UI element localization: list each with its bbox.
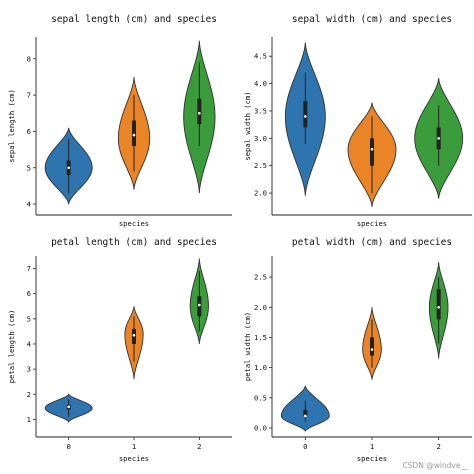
y-tick-label: 6 <box>27 127 31 136</box>
x-tick-label: 2 <box>437 442 441 451</box>
violin-median-point <box>304 414 307 418</box>
y-tick-label: 0.0 <box>254 423 267 432</box>
violin-iqr-box <box>436 289 441 320</box>
y-tick-label: 4 <box>27 339 31 348</box>
violin-iqr-box <box>370 138 374 166</box>
x-axis-label: species <box>119 454 149 463</box>
x-tick-label: 0 <box>303 442 307 451</box>
violin-species-2 <box>428 261 449 359</box>
chart-title: sepal width (cm) and species <box>292 14 452 25</box>
y-tick-label: 2 <box>27 390 31 399</box>
violin-median-point <box>67 405 70 409</box>
violin-species-1 <box>347 102 397 207</box>
violin-iqr-box <box>303 409 308 416</box>
x-tick-label: 2 <box>197 442 201 451</box>
chart-title: sepal length (cm) and species <box>51 14 217 25</box>
violin-median-point <box>67 166 70 170</box>
y-tick-label: 3 <box>27 365 31 374</box>
y-tick-label: 2.0 <box>254 303 267 312</box>
petal-width-panel: petal width (cm) and species 0.0 0.5 1.0 1.5… <box>243 237 472 463</box>
y-tick-label: 1.0 <box>254 363 267 372</box>
violin-median-point <box>132 133 136 137</box>
violin-species-0 <box>44 127 93 205</box>
violin-median-point <box>437 305 440 309</box>
y-tick-label: 6 <box>27 289 31 298</box>
y-tick-label: 3.0 <box>254 134 267 143</box>
x-axis-label: species <box>357 219 387 228</box>
chart-title: petal length (cm) and species <box>51 237 217 248</box>
y-tick-label: 2.5 <box>254 161 267 170</box>
chart-title: petal width (cm) and species <box>292 237 452 248</box>
violin-median-point <box>132 333 136 337</box>
violin-iqr-box <box>132 120 136 146</box>
y-tick-label: 8 <box>27 54 31 63</box>
y-tick-label: 4 <box>27 200 31 209</box>
petal-length-panel: petal length (cm) and species 1 2 3 4 5 6 7 0 1 2 s… <box>7 237 232 463</box>
x-tick-label: 0 <box>67 442 71 451</box>
y-tick-label: 7 <box>27 264 31 273</box>
violin-species-1 <box>124 306 144 380</box>
violin-median-point <box>198 111 201 115</box>
violin-species-0 <box>44 393 93 423</box>
violin-species-1 <box>117 76 151 190</box>
y-axis-label: petal length (cm) <box>7 310 16 384</box>
sepal-length-panel: sepal length (cm) and species 4 5 6 7 8 specie… <box>7 14 232 228</box>
violin-species-2 <box>183 40 216 194</box>
y-tick-label: 0.5 <box>254 393 267 402</box>
y-tick-label: 4.5 <box>254 52 267 61</box>
violin-species-2 <box>189 258 209 345</box>
sepal-width-panel: sepal width (cm) and species 2.0 2.5 3.0 3.5… <box>243 14 472 228</box>
violin-iqr-box <box>197 98 202 125</box>
y-tick-label: 2.5 <box>254 273 267 282</box>
y-axis-label: sepal width (cm) <box>243 91 252 160</box>
x-axis-label: species <box>357 454 387 463</box>
x-axis-label: species <box>119 219 149 228</box>
violin-iqr-box <box>370 337 374 356</box>
y-tick-label: 4.0 <box>254 79 267 88</box>
y-tick-label: 5 <box>27 314 31 323</box>
y-axis-label: petal width (cm) <box>243 312 252 381</box>
violin-median-point <box>198 303 201 307</box>
violin-median-point <box>437 137 440 140</box>
violin-median-point <box>370 348 374 351</box>
violin-species-0 <box>280 385 330 432</box>
watermark: CSDN @windve__ <box>402 461 468 470</box>
violin-species-2 <box>414 78 464 199</box>
violin-median-point <box>370 147 374 151</box>
y-tick-label: 3.5 <box>254 106 267 115</box>
y-axis-label: sepal length (cm) <box>7 89 16 163</box>
x-tick-label: 1 <box>370 442 374 451</box>
violin-species-0 <box>284 42 326 196</box>
y-tick-label: 2.0 <box>254 189 267 198</box>
violin-iqr-box <box>303 101 308 128</box>
y-tick-label: 1.5 <box>254 333 267 342</box>
y-tick-label: 7 <box>27 91 31 100</box>
x-tick-label: 1 <box>132 442 136 451</box>
y-tick-label: 1 <box>27 415 31 424</box>
violin-species-1 <box>362 307 382 380</box>
y-tick-label: 5 <box>27 163 31 172</box>
violin-median-point <box>304 115 307 118</box>
